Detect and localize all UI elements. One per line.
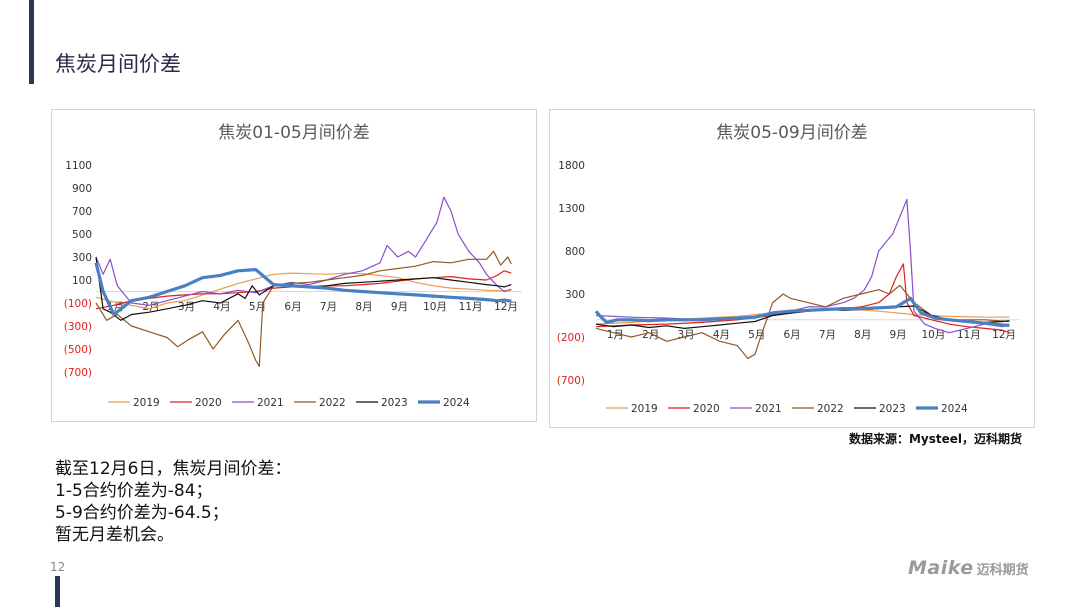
series-line-2023 — [95, 256, 512, 321]
series-line-2021 — [95, 196, 512, 306]
legend-label: 2021 — [755, 403, 782, 415]
x-tick-label: 5月 — [748, 329, 765, 341]
y-tick-label: 300 — [72, 252, 92, 264]
x-tick-label: 10月 — [423, 301, 447, 313]
legend-label: 2021 — [257, 397, 284, 409]
y-tick-label: 500 — [72, 229, 92, 241]
chart-title: 焦炭05-09月间价差 — [716, 123, 867, 143]
maike-logo: Maike 迈科期货 — [908, 556, 1029, 580]
legend-label: 2022 — [817, 403, 844, 415]
y-tick-label: (700) — [557, 375, 585, 387]
chart-coke-05-09-spread: 焦炭05-09月间价差 1800 1300 800 300 (200) (700) 1月 2月 3… — [549, 109, 1035, 428]
page-title: 焦炭月间价差 — [55, 52, 181, 76]
y-tick-label: 100 — [72, 275, 92, 287]
x-tick-label: 9月 — [890, 329, 907, 341]
legend-label: 2023 — [381, 397, 408, 409]
series-line-2024 — [594, 296, 1010, 327]
x-tick-label: 8月 — [854, 329, 871, 341]
x-tick-label: 11月 — [957, 329, 981, 341]
legend-label: 2024 — [443, 397, 470, 409]
x-tick-label: 12月 — [992, 329, 1016, 341]
legend-label: 2024 — [941, 403, 968, 415]
y-tick-label: 800 — [565, 246, 585, 258]
x-tick-label: 8月 — [355, 301, 372, 313]
series-line-2024 — [94, 262, 512, 317]
y-tick-label: 700 — [72, 206, 92, 218]
series-line-2020 — [595, 263, 1010, 334]
x-tick-label: 4月 — [213, 301, 230, 313]
legend-label: 2019 — [133, 397, 160, 409]
accent-bar-bottom — [55, 576, 60, 607]
summary-text: 截至12月6日，焦炭月间价差： 1-5合约价差为-84； 5-9合约价差为-64… — [55, 458, 291, 546]
legend-label: 2020 — [195, 397, 222, 409]
x-tick-label: 6月 — [784, 329, 801, 341]
legend-label: 2020 — [693, 403, 720, 415]
y-tick-label: (500) — [64, 344, 92, 356]
y-tick-label: 1100 — [65, 160, 92, 172]
x-tick-label: 11月 — [459, 301, 483, 313]
x-tick-label: 6月 — [284, 301, 301, 313]
x-tick-label: 9月 — [391, 301, 408, 313]
data-source-note: 数据来源：Mysteel，迈科期货 — [848, 432, 1022, 446]
x-tick-label: 10月 — [921, 329, 945, 341]
summary-line: 1-5合约价差为-84； — [55, 481, 213, 501]
page-number: 12 — [50, 560, 66, 574]
summary-line: 暂无月差机会。 — [55, 525, 174, 545]
y-tick-label: (100) — [64, 298, 92, 310]
logo-cn-text: 迈科期货 — [976, 562, 1029, 578]
chart-title: 焦炭01-05月间价差 — [218, 123, 369, 143]
legend-label: 2022 — [319, 397, 346, 409]
legend-label: 2019 — [631, 403, 658, 415]
summary-line: 5-9合约价差为-64.5； — [55, 503, 229, 523]
legend-label: 2023 — [879, 403, 906, 415]
x-tick-label: 7月 — [320, 301, 337, 313]
series-line-2019 — [95, 272, 512, 310]
x-tick-label: 7月 — [819, 329, 836, 341]
y-tick-label: 1800 — [558, 160, 585, 172]
x-tick-label: 4月 — [713, 329, 730, 341]
x-tick-label: 12月 — [494, 301, 518, 313]
accent-bar-top — [29, 0, 34, 84]
logo-text: Maike — [908, 557, 974, 579]
series-line-2022 — [595, 284, 1010, 360]
chart-svg: 焦炭01-05月间价差 1100 900 700 500 300 100 (100) (300)… — [64, 123, 522, 409]
y-tick-label: 300 — [565, 289, 585, 301]
chart-coke-01-05-spread: 焦炭01-05月间价差 1100 900 700 500 300 100 (100) (300)… — [51, 109, 537, 422]
y-tick-label: 900 — [72, 183, 92, 195]
y-tick-label: (300) — [64, 321, 92, 333]
y-tick-label: 1300 — [558, 203, 585, 215]
x-tick-label: 2月 — [642, 329, 659, 341]
summary-line: 截至12月6日，焦炭月间价差： — [55, 459, 292, 479]
y-tick-label: (700) — [64, 367, 92, 379]
series-line-2021 — [595, 198, 1010, 334]
y-tick-label: (200) — [557, 332, 585, 344]
